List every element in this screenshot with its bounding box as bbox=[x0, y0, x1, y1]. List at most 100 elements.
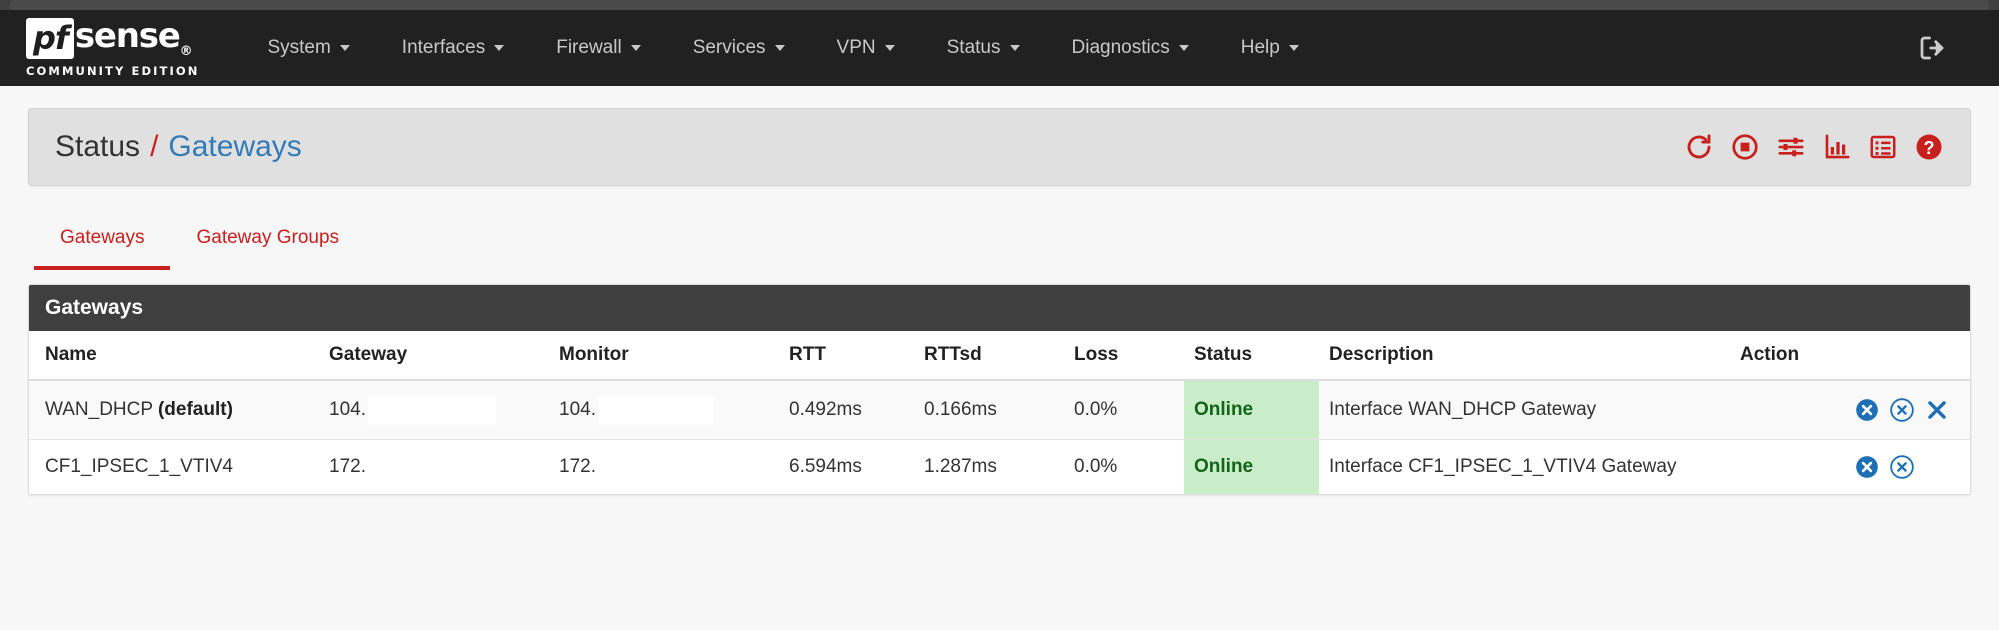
logo-pf-badge: pf bbox=[26, 18, 74, 59]
help-icon[interactable]: ? bbox=[1914, 132, 1944, 162]
row-actions bbox=[1750, 397, 1950, 423]
column-header-description[interactable]: Description bbox=[1319, 331, 1740, 381]
tab-gateways[interactable]: Gateways bbox=[34, 227, 171, 270]
column-header-monitor[interactable]: Monitor bbox=[549, 331, 779, 381]
stop-icon[interactable] bbox=[1730, 132, 1760, 162]
redaction-block bbox=[597, 395, 714, 425]
list-icon[interactable] bbox=[1868, 132, 1898, 162]
table-body: WAN_DHCP (default) 104. 104. 0.492ms 0.1… bbox=[29, 379, 1970, 494]
logo-sense-word: sense bbox=[74, 16, 181, 57]
cell-rtt: 6.594ms bbox=[779, 439, 914, 494]
svg-text:?: ? bbox=[1923, 138, 1934, 158]
column-header-action: Action bbox=[1740, 331, 1970, 381]
nav-item-vpn-label: VPN bbox=[836, 37, 876, 58]
cell-description: Interface CF1_IPSEC_1_VTIV4 Gateway bbox=[1319, 439, 1740, 494]
delete-outline-icon[interactable] bbox=[1889, 454, 1915, 480]
column-header-rtt[interactable]: RTT bbox=[779, 331, 914, 381]
cell-gateway: 104. bbox=[319, 379, 549, 440]
chevron-down-icon bbox=[630, 45, 641, 51]
chevron-down-icon bbox=[774, 45, 785, 51]
row-actions bbox=[1750, 454, 1950, 480]
gateway-address: 172. bbox=[329, 456, 366, 477]
cell-action bbox=[1740, 379, 1970, 440]
chevron-down-icon bbox=[1178, 45, 1189, 51]
nav-item-system[interactable]: System bbox=[241, 10, 375, 86]
breadcrumb-separator: / bbox=[150, 130, 159, 163]
nav-item-firewall-label: Firewall bbox=[556, 37, 622, 58]
gateways-panel: Gateways Name Gateway Monitor RTT RTTsd … bbox=[28, 284, 1971, 495]
gateway-name: WAN_DHCP bbox=[45, 399, 153, 420]
nav-item-services[interactable]: Services bbox=[667, 10, 811, 86]
panel-title: Gateways bbox=[29, 285, 1970, 331]
gateway-address: 104. bbox=[329, 399, 366, 421]
delete-filled-icon[interactable] bbox=[1854, 454, 1880, 480]
pfsense-logo[interactable]: pf sense® COMMUNITY EDITION bbox=[0, 10, 223, 86]
breadcrumb-parent[interactable]: Status bbox=[55, 130, 141, 163]
nav-item-status[interactable]: Status bbox=[921, 10, 1046, 86]
table-row[interactable]: WAN_DHCP (default) 104. 104. 0.492ms 0.1… bbox=[29, 379, 1970, 440]
close-x-icon[interactable] bbox=[1924, 397, 1950, 423]
logo-sense-text: sense® bbox=[74, 16, 193, 59]
nav-item-help-label: Help bbox=[1240, 37, 1280, 58]
chevron-down-icon bbox=[1288, 45, 1299, 51]
page-header-panel: Status / Gateways bbox=[28, 108, 1971, 186]
monitor-address: 104. bbox=[559, 399, 596, 421]
bar-chart-icon[interactable] bbox=[1822, 132, 1852, 162]
logout-icon[interactable] bbox=[1917, 33, 1947, 63]
cell-loss: 0.0% bbox=[1064, 379, 1184, 440]
chevron-down-icon bbox=[884, 45, 895, 51]
main-navbar: pf sense® COMMUNITY EDITION System Inter… bbox=[0, 10, 1999, 86]
nav-item-interfaces[interactable]: Interfaces bbox=[376, 10, 530, 86]
table-row[interactable]: CF1_IPSEC_1_VTIV4 172. 172. 6.594ms 1.28… bbox=[29, 439, 1970, 494]
cell-rttsd: 0.166ms bbox=[914, 379, 1064, 440]
table-head: Name Gateway Monitor RTT RTTsd Loss Stat… bbox=[29, 331, 1970, 381]
nav-item-firewall[interactable]: Firewall bbox=[530, 10, 666, 86]
breadcrumb: Status / Gateways bbox=[55, 130, 302, 164]
nav-item-help[interactable]: Help bbox=[1215, 10, 1325, 86]
nav-item-services-label: Services bbox=[692, 37, 766, 58]
column-header-name[interactable]: Name bbox=[29, 331, 319, 381]
cell-rttsd: 1.287ms bbox=[914, 439, 1064, 494]
window-top-strip bbox=[0, 0, 1999, 10]
header-action-icons: ? bbox=[1684, 132, 1944, 162]
gateway-name: CF1_IPSEC_1_VTIV4 bbox=[45, 456, 233, 477]
cell-gateway: 172. bbox=[319, 439, 549, 494]
page-content: Status / Gateways bbox=[0, 108, 1999, 495]
nav-item-status-label: Status bbox=[946, 37, 1001, 58]
cell-name: WAN_DHCP (default) bbox=[29, 379, 319, 440]
table-header-row: Name Gateway Monitor RTT RTTsd Loss Stat… bbox=[29, 331, 1970, 381]
column-header-loss[interactable]: Loss bbox=[1064, 331, 1184, 381]
nav-item-diagnostics-label: Diagnostics bbox=[1071, 37, 1170, 58]
tab-gateway-groups[interactable]: Gateway Groups bbox=[196, 227, 340, 248]
default-gateway-tag: (default) bbox=[157, 399, 233, 420]
nav-item-system-label: System bbox=[267, 37, 331, 58]
logo-registered-mark: ® bbox=[179, 43, 193, 59]
redaction-block bbox=[367, 395, 496, 425]
nav-item-diagnostics[interactable]: Diagnostics bbox=[1046, 10, 1215, 86]
delete-outline-icon[interactable] bbox=[1889, 397, 1915, 423]
sliders-icon[interactable] bbox=[1776, 132, 1806, 162]
column-header-status[interactable]: Status bbox=[1184, 331, 1319, 381]
column-header-gateway[interactable]: Gateway bbox=[319, 331, 549, 381]
chevron-down-icon bbox=[494, 45, 505, 51]
status-badge: Online bbox=[1184, 379, 1319, 440]
tab-bar: Gateways Gateway Groups bbox=[28, 212, 1971, 270]
cell-loss: 0.0% bbox=[1064, 439, 1184, 494]
brand-subtitle: COMMUNITY EDITION bbox=[26, 63, 200, 78]
cell-action bbox=[1740, 439, 1970, 494]
refresh-icon[interactable] bbox=[1684, 132, 1714, 162]
cell-monitor: 104. bbox=[549, 379, 779, 440]
nav-item-vpn[interactable]: VPN bbox=[811, 10, 921, 86]
navbar-menu: System Interfaces Firewall Services VPN … bbox=[241, 10, 1324, 86]
cell-name: CF1_IPSEC_1_VTIV4 bbox=[29, 439, 319, 494]
chevron-down-icon bbox=[339, 45, 350, 51]
status-badge: Online bbox=[1184, 439, 1319, 494]
navbar-right bbox=[1917, 33, 1973, 63]
page-title: Gateways bbox=[168, 130, 302, 163]
nav-item-interfaces-label: Interfaces bbox=[401, 37, 486, 58]
gateways-table: Name Gateway Monitor RTT RTTsd Loss Stat… bbox=[29, 331, 1970, 494]
column-header-rttsd[interactable]: RTTsd bbox=[914, 331, 1064, 381]
monitor-address: 172. bbox=[559, 456, 596, 477]
delete-filled-icon[interactable] bbox=[1854, 397, 1880, 423]
brand-logo-row: pf sense® bbox=[26, 16, 193, 59]
